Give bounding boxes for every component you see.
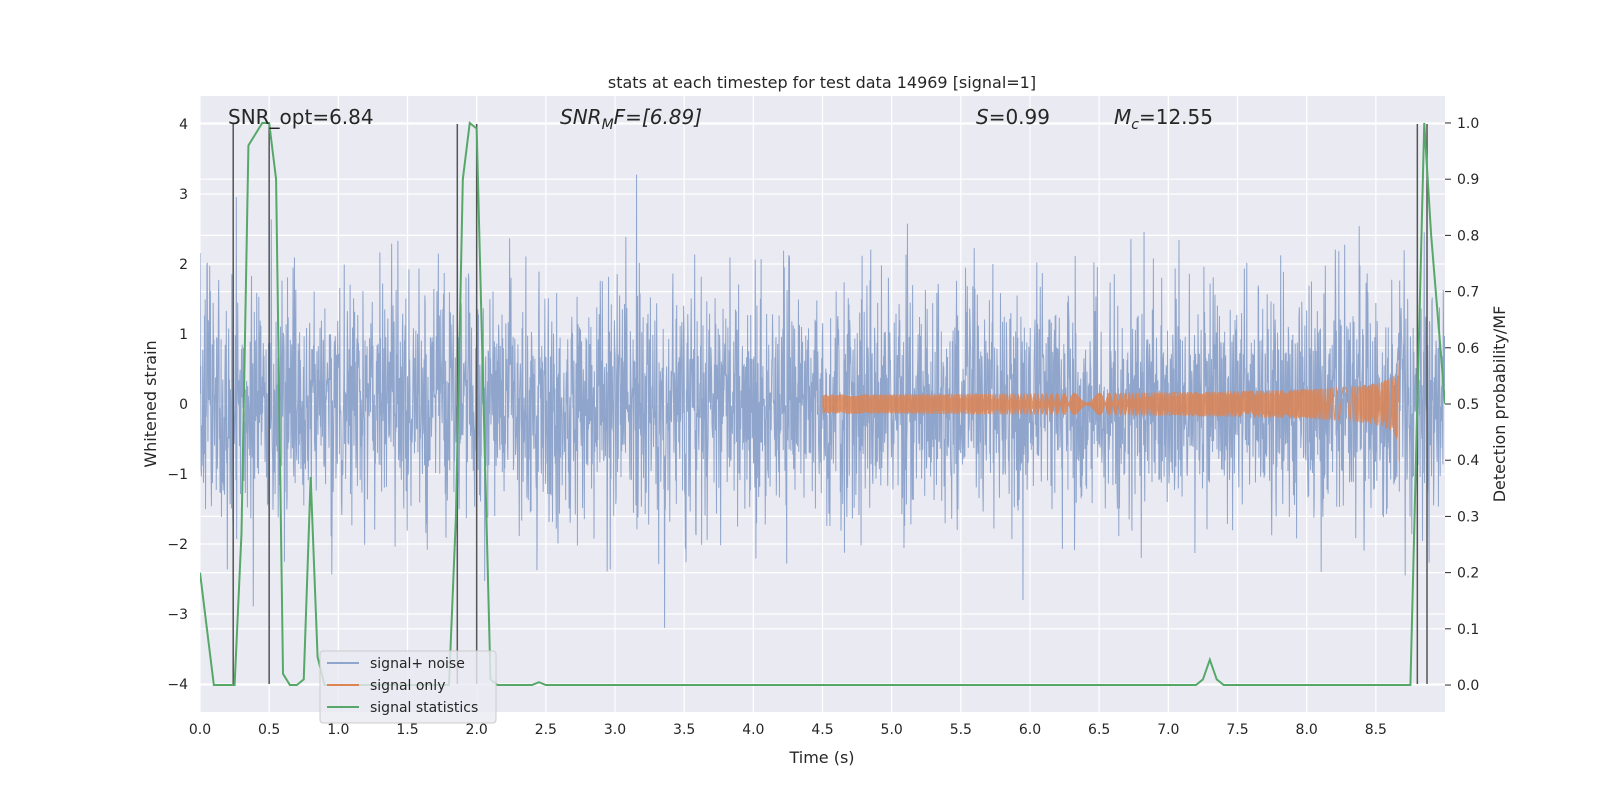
chirp-line <box>822 350 1400 462</box>
x-axis-label: Time (s) <box>788 748 854 767</box>
x-tick-label: 4.5 <box>811 722 833 738</box>
y-tick-label: 4 <box>179 117 188 133</box>
x-tick-label: 4.0 <box>742 722 764 738</box>
y-tick-label: 0 <box>179 397 188 413</box>
x-tick-label: 5.5 <box>950 722 972 738</box>
y-right-tick-label: 0.7 <box>1457 285 1479 301</box>
x-tick-label: 2.0 <box>466 722 488 738</box>
y-tick-label: −4 <box>167 677 188 693</box>
x-tick-label: 6.5 <box>1088 722 1110 738</box>
legend: signal+ noise signal only signal statist… <box>319 650 497 724</box>
legend-label-signal-only: signal only <box>370 678 445 694</box>
y-tick-label: −1 <box>167 467 188 483</box>
x-tick-label: 1.0 <box>327 722 349 738</box>
x-tick-label: 2.5 <box>535 722 557 738</box>
y-axis-ticks: −4 −3 −2 −1 0 1 2 3 4 <box>167 117 188 693</box>
annotation-snr-opt: SNR_opt=6.84 <box>228 105 374 129</box>
annotation-mc: Mc=12.55 <box>1114 105 1213 133</box>
x-tick-label: 1.5 <box>396 722 418 738</box>
y-axis-label: Whitened strain <box>141 340 160 467</box>
y-tick-label: −2 <box>167 537 188 553</box>
y-right-tick-label: 1.0 <box>1457 116 1479 132</box>
y-tick-label: 1 <box>179 327 188 343</box>
y-right-tick-label: 0.8 <box>1457 228 1479 244</box>
y-tick-label: 3 <box>179 187 188 203</box>
y-right-tick-label: 0.2 <box>1457 566 1479 582</box>
y-right-tick-label: 0.9 <box>1457 172 1479 188</box>
legend-label-signal-statistics: signal statistics <box>370 700 478 716</box>
x-tick-label: 3.5 <box>673 722 695 738</box>
x-tick-label: 6.0 <box>1019 722 1041 738</box>
noise-line <box>200 174 1445 628</box>
series-signal-noise <box>200 174 1445 628</box>
legend-box <box>319 650 497 724</box>
y-right-tick-label: 0.0 <box>1457 678 1479 694</box>
stats-line <box>200 121 1445 687</box>
annotation-snr-mf: SNRMF=[6.89] <box>560 105 702 133</box>
x-tick-label: 5.0 <box>881 722 903 738</box>
series-signal-only <box>822 350 1400 462</box>
y-tick-label: −3 <box>167 607 188 623</box>
y-right-tick-label: 0.5 <box>1457 397 1479 413</box>
legend-label-signal-noise: signal+ noise <box>370 656 465 672</box>
y-right-tick-label: 0.1 <box>1457 622 1479 638</box>
x-tick-label: 7.0 <box>1157 722 1179 738</box>
y-axis-right-label: Detection probability/MF <box>1490 306 1509 503</box>
x-tick-label: 3.0 <box>604 722 626 738</box>
x-tick-label: 8.0 <box>1296 722 1318 738</box>
y-right-tick-label: 0.6 <box>1457 341 1479 357</box>
y-right-tick-label: 0.3 <box>1457 509 1479 525</box>
series-signal-statistics <box>200 121 1445 687</box>
chart-title: stats at each timestep for test data 149… <box>608 73 1036 92</box>
x-axis-ticks: 0.0 0.5 1.0 1.5 2.0 2.5 3.0 3.5 4.0 4.5 5.0 5.5 6.0 6… <box>189 722 1387 738</box>
y-right-tick-label: 0.4 <box>1457 453 1479 469</box>
annotation-s: S=0.99 <box>976 105 1050 129</box>
x-tick-label: 7.5 <box>1226 722 1248 738</box>
x-tick-label: 0.5 <box>258 722 280 738</box>
y-tick-label: 2 <box>179 257 188 273</box>
y-axis-right-ticks: 0.0 0.1 0.2 0.3 0.4 0.5 0.6 0.7 0.8 0.9 1.0 <box>1445 116 1479 694</box>
x-tick-label: 8.5 <box>1365 722 1387 738</box>
x-tick-label: 0.0 <box>189 722 211 738</box>
